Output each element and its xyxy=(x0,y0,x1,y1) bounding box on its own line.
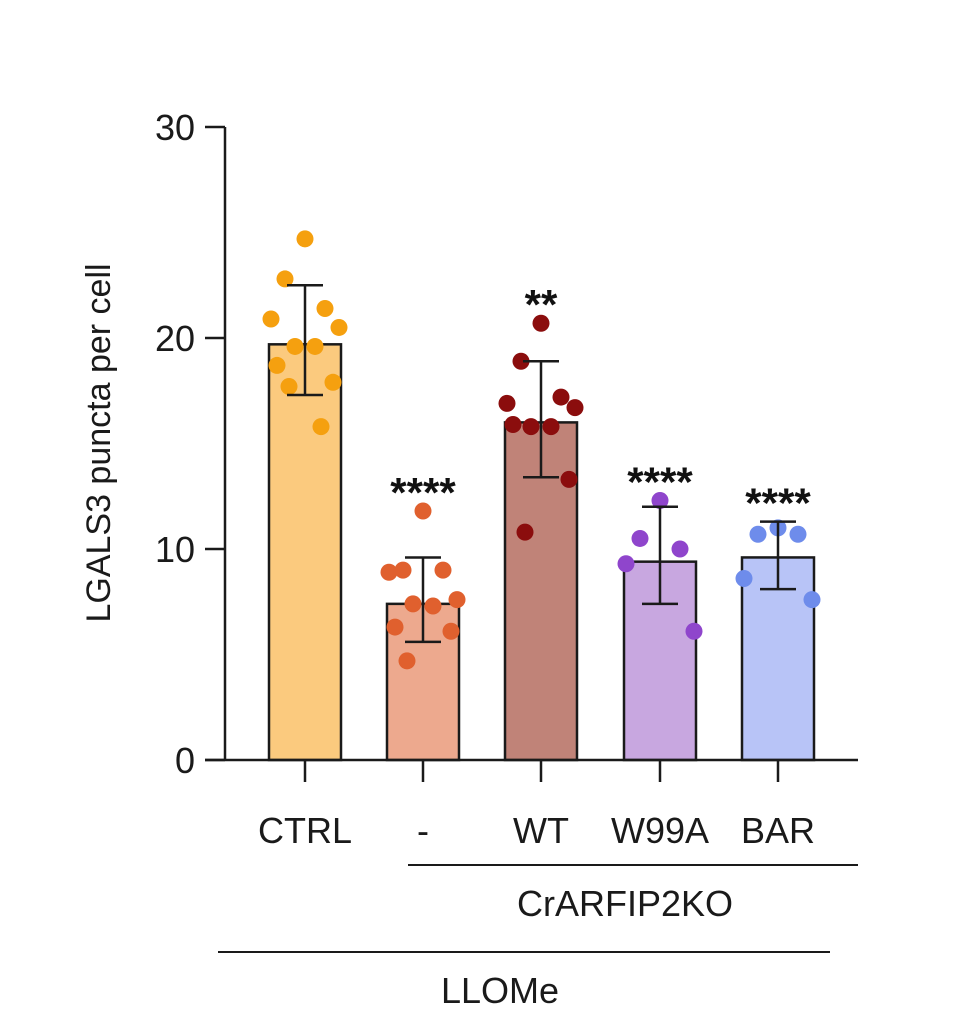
data-point xyxy=(386,618,404,636)
significance-label: **** xyxy=(627,458,693,505)
axes-layer: 0 10 20 30 xyxy=(155,107,858,782)
treatment-group-label: LLOMe xyxy=(441,970,559,1011)
x-tick-label: W99A xyxy=(611,810,709,851)
bar-3 xyxy=(622,560,698,762)
data-point xyxy=(552,388,570,406)
data-point xyxy=(522,418,540,436)
data-point xyxy=(651,491,669,509)
data-point xyxy=(424,597,442,615)
data-point xyxy=(789,525,807,543)
data-point xyxy=(504,416,522,434)
data-point xyxy=(324,373,342,391)
x-tick-label: WT xyxy=(513,810,569,851)
data-point xyxy=(404,595,422,613)
data-point xyxy=(262,310,280,328)
data-point xyxy=(398,652,416,670)
data-point xyxy=(296,230,314,248)
labels-layer: CTRL - **** WT ** W99A **** BAR **** xyxy=(258,281,815,851)
data-point xyxy=(685,622,703,640)
knockout-group-label: CrARFIP2KO xyxy=(517,883,733,924)
data-point xyxy=(560,470,578,488)
data-point xyxy=(448,591,466,609)
x-tick-label: CTRL xyxy=(258,810,352,851)
data-point xyxy=(276,270,294,288)
data-point xyxy=(394,561,412,579)
data-point xyxy=(749,525,767,543)
data-point xyxy=(380,563,398,581)
data-point xyxy=(566,399,584,417)
data-point xyxy=(617,555,635,573)
y-tick-label: 10 xyxy=(155,529,195,570)
data-point xyxy=(316,299,334,317)
data-point xyxy=(442,622,460,640)
data-point xyxy=(330,318,348,336)
data-point xyxy=(268,356,286,374)
y-tick-label: 20 xyxy=(155,318,195,359)
group-brackets: CrARFIP2KO LLOMe xyxy=(218,864,858,1011)
data-point xyxy=(306,337,324,355)
significance-label: ** xyxy=(525,281,558,328)
significance-label: **** xyxy=(390,469,456,516)
data-point xyxy=(631,529,649,547)
data-point xyxy=(542,418,560,436)
data-point xyxy=(498,394,516,412)
data-point xyxy=(434,561,452,579)
bar-0 xyxy=(267,343,343,762)
y-tick-label: 30 xyxy=(155,107,195,148)
x-tick-label: - xyxy=(417,810,429,851)
y-tick-label: 0 xyxy=(175,740,195,781)
data-point xyxy=(312,418,330,436)
data-point xyxy=(735,570,753,588)
data-point xyxy=(414,502,432,520)
data-point xyxy=(532,314,550,332)
data-point xyxy=(803,591,821,609)
data-point xyxy=(671,540,689,558)
x-tick-label: BAR xyxy=(741,810,815,851)
data-point xyxy=(516,523,534,541)
significance-label: **** xyxy=(745,480,811,527)
data-point xyxy=(286,337,304,355)
data-point xyxy=(512,352,530,370)
error-bars-layer xyxy=(287,284,796,644)
data-point xyxy=(280,378,298,396)
points-layer xyxy=(262,230,821,670)
y-axis-label: LGALS3 puncta per cell xyxy=(80,263,118,622)
